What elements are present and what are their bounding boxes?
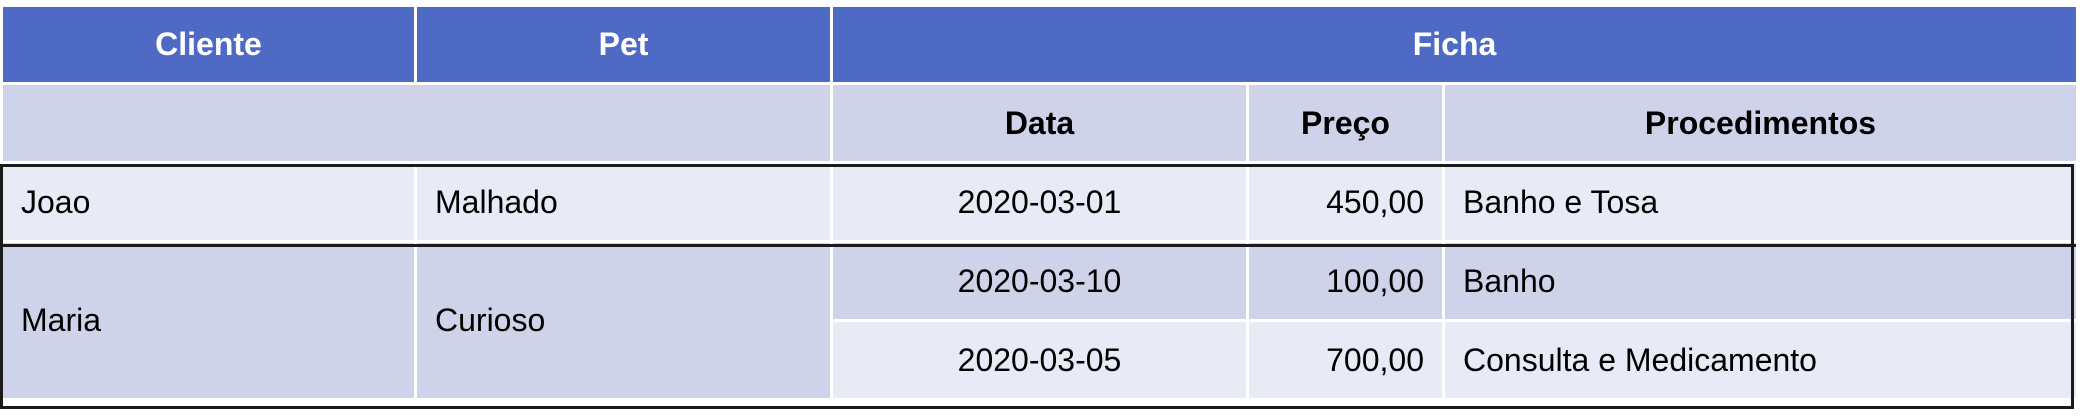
table-row: Joao Malhado 2020-03-01 450,00 Banho e T… xyxy=(0,161,2079,243)
cell-data: 2020-03-05 xyxy=(830,319,1249,401)
header-row-sub: Data Preço Procedimentos xyxy=(0,82,2079,164)
cell-data: 2020-03-10 xyxy=(830,240,1249,322)
header-empty xyxy=(0,82,833,164)
cell-procedimentos: Consulta e Medicamento xyxy=(1442,319,2079,401)
header-pet: Pet xyxy=(414,4,833,85)
cell-pet: Curioso xyxy=(414,240,833,401)
fichas-table: Cliente Pet Ficha Data Preço Procediment… xyxy=(0,4,2079,401)
cell-preco: 100,00 xyxy=(1246,240,1445,322)
cell-preco: 450,00 xyxy=(1246,161,1445,243)
cell-procedimentos: Banho e Tosa xyxy=(1442,161,2079,243)
cell-data: 2020-03-01 xyxy=(830,161,1249,243)
header-row-main: Cliente Pet Ficha xyxy=(0,4,2079,85)
header-data: Data xyxy=(830,82,1249,164)
table-row: 2020-03-05 700,00 Consulta e Medicamento xyxy=(2,319,2079,401)
header-ficha: Ficha xyxy=(830,4,2079,85)
header-preco: Preço xyxy=(1246,82,1445,164)
header-cliente: Cliente xyxy=(0,4,417,85)
cell-cliente: Joao xyxy=(0,161,417,243)
cell-preco: 700,00 xyxy=(1246,319,1445,401)
table-row: Maria Curioso 2020-03-10 100,00 Banho xyxy=(0,240,2079,401)
cell-cliente: Maria xyxy=(0,240,417,401)
cell-procedimentos: Banho xyxy=(1442,240,2079,322)
header-procedimentos: Procedimentos xyxy=(1442,82,2079,164)
cell-pet: Malhado xyxy=(414,161,833,243)
